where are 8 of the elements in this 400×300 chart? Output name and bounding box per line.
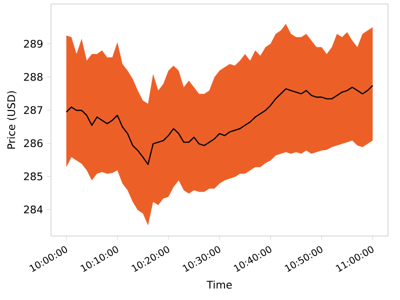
x-axis-title: Time [206, 280, 232, 289]
y-tick-label: 287 [24, 106, 42, 114]
y-tick-label: 284 [24, 206, 43, 214]
y-tick-label: 289 [24, 40, 42, 48]
y-tick-label: 288 [24, 72, 43, 81]
y-tick-label: 286 [24, 139, 43, 148]
y-axis-title: Price (USD) [7, 91, 16, 149]
y-tick-label: 285 [24, 172, 42, 180]
